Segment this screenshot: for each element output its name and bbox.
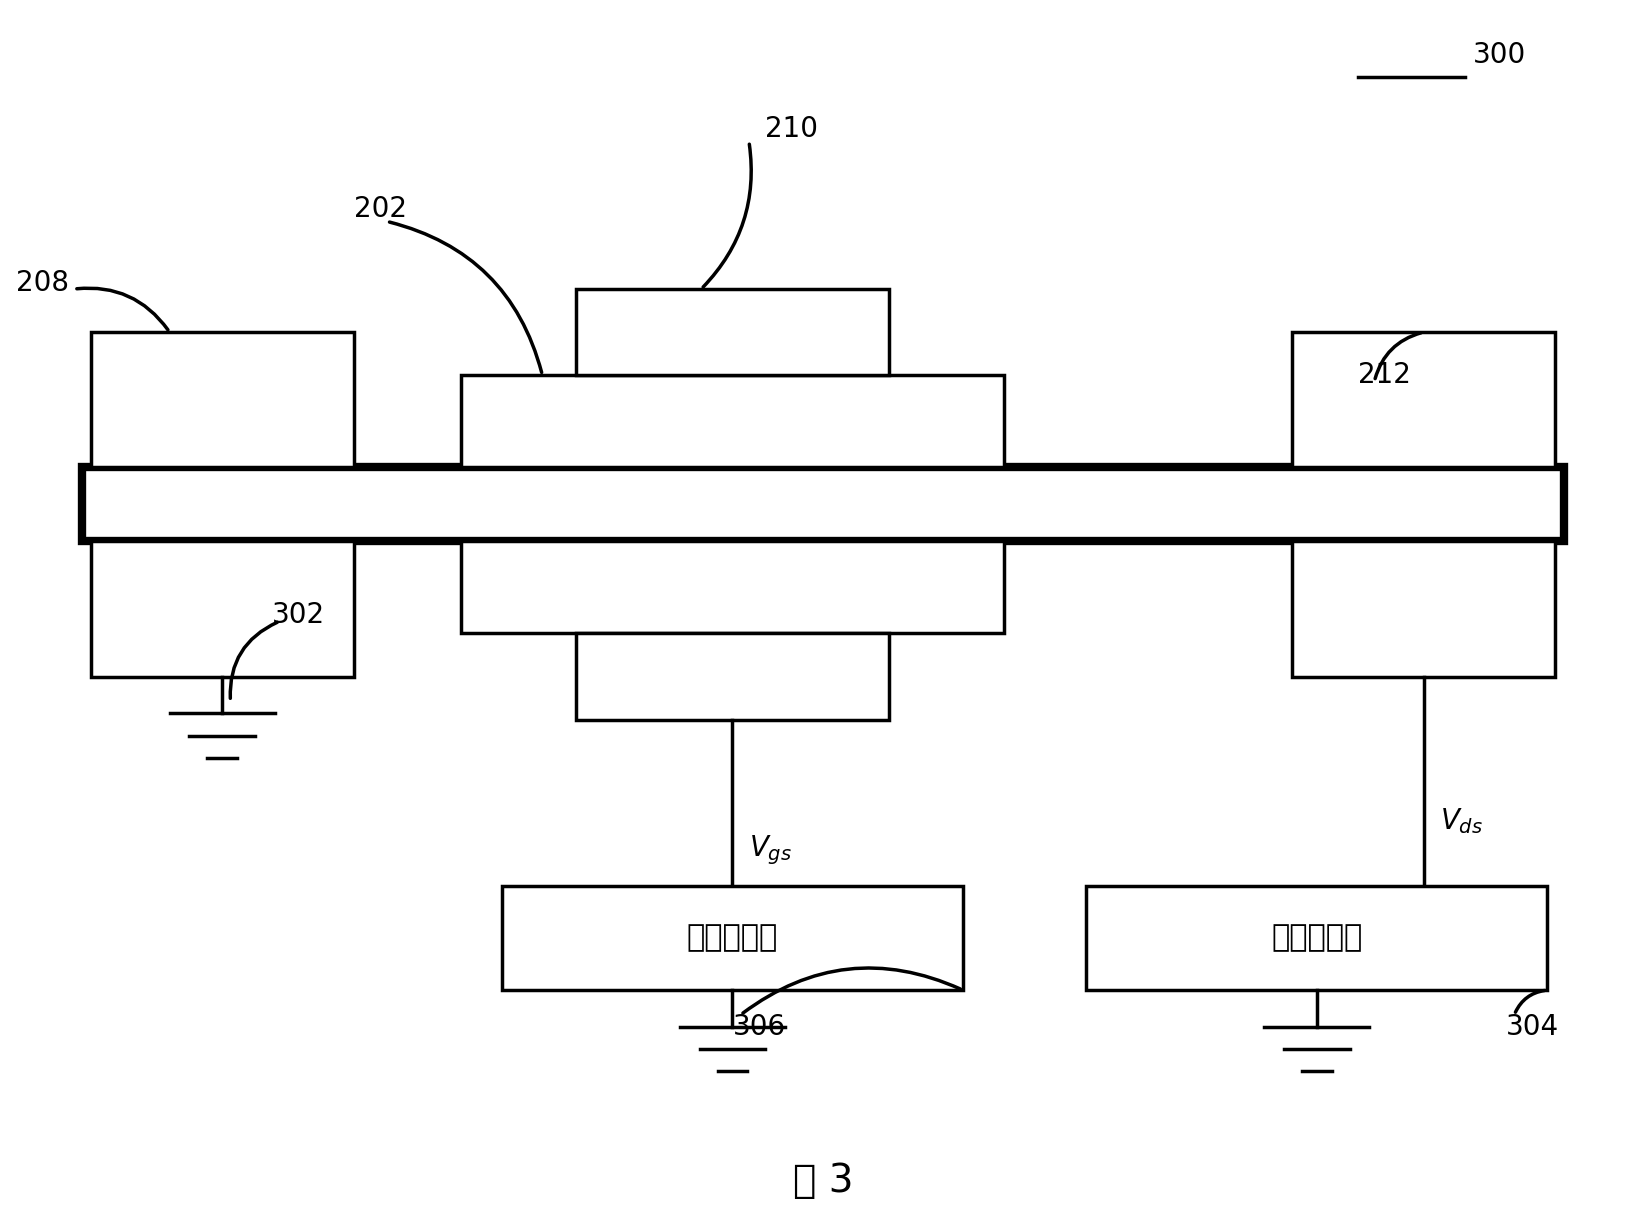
Bar: [576, 289, 889, 375]
Text: 306: 306: [732, 1014, 785, 1041]
Text: 漏极电压源: 漏极电压源: [1271, 924, 1363, 952]
Text: 300: 300: [1473, 42, 1526, 69]
Bar: [91, 541, 354, 677]
Bar: [1086, 886, 1547, 990]
Bar: [502, 886, 963, 990]
Text: 302: 302: [272, 601, 324, 629]
Text: 削极电压源: 削极电压源: [686, 924, 779, 952]
Text: 202: 202: [354, 196, 407, 223]
Text: 304: 304: [1506, 1014, 1559, 1041]
Bar: [1292, 332, 1555, 467]
Text: 图 3: 图 3: [793, 1162, 853, 1199]
Text: $V_{gs}$: $V_{gs}$: [749, 834, 792, 867]
Bar: [461, 541, 1004, 633]
Bar: [82, 467, 1564, 541]
Text: 212: 212: [1358, 362, 1411, 389]
Bar: [576, 633, 889, 720]
Text: 208: 208: [16, 269, 69, 296]
Text: 210: 210: [765, 116, 818, 143]
Text: $V_{ds}$: $V_{ds}$: [1440, 807, 1483, 836]
Bar: [91, 332, 354, 467]
Bar: [1292, 541, 1555, 677]
Bar: [461, 375, 1004, 467]
